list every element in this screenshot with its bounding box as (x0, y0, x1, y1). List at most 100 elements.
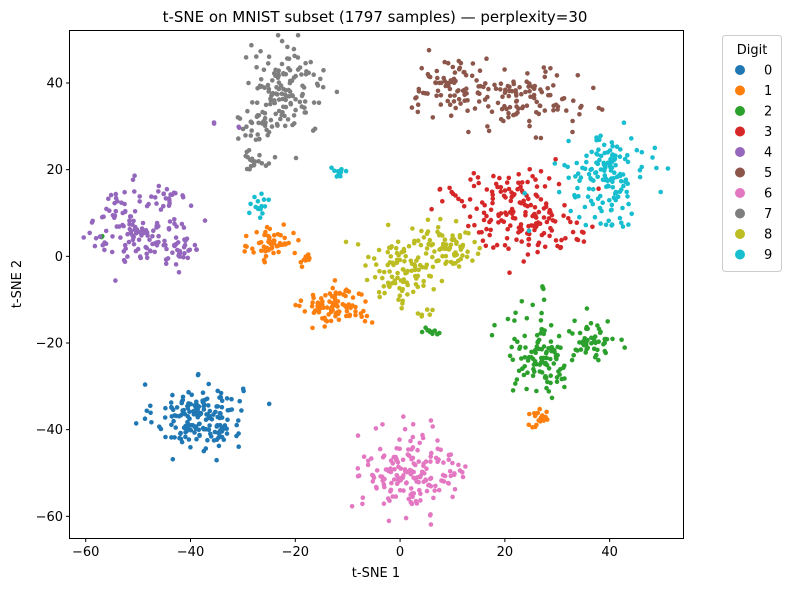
point-digit-7 (268, 96, 273, 101)
point-digit-3 (475, 175, 481, 180)
point-digit-4 (236, 124, 241, 130)
point-digit-9 (590, 187, 596, 192)
points-layer (81, 33, 671, 527)
point-digit-3 (496, 213, 502, 219)
point-digit-9 (621, 183, 626, 189)
point-digit-2 (562, 384, 567, 390)
point-digit-1 (324, 305, 330, 310)
point-digit-4 (81, 235, 86, 240)
point-digit-4 (177, 254, 182, 259)
series-7 (235, 33, 340, 172)
point-digit-2 (569, 357, 575, 363)
point-digit-7 (265, 61, 271, 66)
point-digit-1 (538, 419, 543, 424)
point-digit-4 (172, 221, 177, 226)
point-digit-2 (575, 348, 580, 353)
point-digit-5 (482, 97, 488, 102)
point-digit-3 (530, 213, 535, 219)
point-digit-6 (421, 463, 426, 469)
point-digit-2 (562, 363, 567, 369)
series-0 (133, 371, 272, 463)
point-digit-2 (538, 318, 544, 323)
point-digit-4 (143, 244, 148, 250)
point-digit-6 (410, 491, 415, 496)
y-axis-ticks: −60 −40 −20 0 20 40 (36, 77, 70, 525)
point-digit-6 (391, 477, 397, 482)
point-digit-8 (449, 237, 455, 242)
point-digit-4 (147, 248, 153, 253)
point-digit-4 (149, 194, 154, 199)
point-digit-5 (466, 129, 471, 135)
legend-marker-0 (735, 65, 745, 75)
point-digit-4 (188, 203, 194, 208)
point-digit-0 (215, 430, 221, 436)
point-digit-8 (443, 242, 449, 247)
point-digit-6 (411, 461, 417, 466)
point-digit-5 (452, 70, 458, 75)
point-digit-3 (542, 184, 548, 189)
point-digit-3 (553, 157, 558, 162)
point-digit-5 (456, 96, 462, 102)
point-digit-3 (559, 237, 564, 243)
point-digit-0 (194, 399, 199, 405)
point-digit-8 (460, 253, 465, 258)
point-digit-3 (508, 198, 514, 204)
point-digit-5 (438, 93, 444, 98)
point-digit-4 (100, 242, 105, 248)
point-digit-5 (486, 128, 492, 134)
point-digit-6 (436, 487, 442, 493)
point-digit-3 (484, 187, 490, 192)
point-digit-1 (526, 422, 532, 428)
point-digit-9 (618, 178, 624, 184)
point-digit-4 (108, 192, 114, 198)
point-digit-1 (298, 259, 304, 265)
plot-frame (69, 30, 684, 539)
point-digit-9 (665, 166, 671, 171)
point-digit-5 (502, 90, 508, 96)
point-digit-9 (255, 199, 261, 204)
point-digit-5 (446, 83, 451, 89)
point-digit-2 (610, 336, 615, 342)
point-digit-7 (269, 124, 275, 129)
point-digit-7 (290, 93, 296, 99)
point-digit-5 (498, 81, 504, 86)
point-digit-5 (527, 123, 532, 129)
point-digit-3 (570, 229, 576, 235)
point-digit-8 (377, 294, 383, 300)
point-digit-7 (318, 76, 323, 82)
point-digit-8 (415, 311, 421, 316)
point-digit-9 (262, 204, 268, 209)
point-digit-1 (353, 312, 358, 318)
point-digit-3 (547, 233, 552, 239)
point-digit-3 (523, 209, 528, 215)
point-digit-6 (410, 422, 416, 427)
point-digit-2 (492, 322, 497, 328)
point-digit-8 (393, 245, 399, 251)
point-digit-5 (591, 85, 596, 91)
point-digit-5 (524, 103, 530, 108)
point-digit-9 (595, 174, 600, 180)
point-digit-5 (533, 135, 539, 140)
point-digit-5 (505, 83, 511, 89)
point-digit-6 (448, 452, 454, 457)
point-digit-3 (481, 217, 487, 223)
point-digit-5 (451, 99, 457, 104)
point-digit-4 (122, 189, 127, 195)
point-digit-2 (592, 334, 598, 339)
point-digit-7 (270, 90, 276, 96)
point-digit-7 (245, 108, 250, 114)
point-digit-9 (624, 189, 629, 195)
point-digit-2 (522, 364, 527, 369)
point-digit-2 (549, 348, 554, 354)
point-digit-1 (242, 249, 247, 254)
point-digit-9 (582, 166, 588, 172)
point-digit-1 (254, 229, 259, 235)
point-digit-4 (122, 242, 128, 248)
point-digit-7 (285, 44, 290, 50)
point-digit-2 (559, 376, 565, 382)
x-tick-label: −20 (282, 545, 309, 560)
point-digit-8 (430, 264, 436, 270)
point-digit-6 (418, 491, 423, 497)
point-digit-9 (574, 160, 579, 166)
point-digit-5 (495, 100, 501, 106)
